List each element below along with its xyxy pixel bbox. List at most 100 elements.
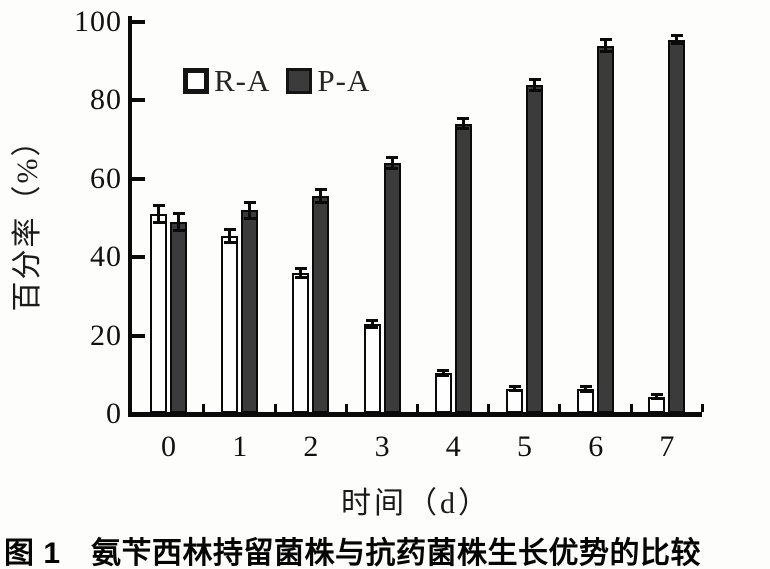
legend-item-pa: P-A — [286, 64, 370, 98]
error-bar-cap — [223, 227, 236, 231]
x-axis-line — [128, 411, 702, 417]
error-bar-cap — [243, 216, 256, 220]
error-bar-cap — [599, 49, 612, 53]
error-bar-ra-day-4 — [441, 370, 445, 376]
error-bar-ra-day-5 — [513, 385, 516, 392]
error-bar-cap — [172, 228, 185, 232]
bar-pa-day-2 — [312, 196, 330, 413]
bar-pa-day-7 — [668, 39, 686, 413]
y-tick-label: 40 — [90, 240, 122, 274]
error-bar-cap — [650, 393, 663, 397]
x-axis-tick — [700, 403, 704, 412]
x-tick-label: 6 — [588, 430, 604, 463]
y-tick-label: 60 — [90, 161, 122, 195]
error-bar-cap — [437, 373, 450, 377]
bar-ra-day-1 — [221, 235, 239, 413]
error-bar-cap — [528, 88, 541, 92]
error-bar-cap — [599, 38, 612, 42]
y-axis-tick — [132, 333, 145, 338]
error-bar-cap — [437, 369, 450, 373]
y-tick-label: 0 — [106, 397, 122, 430]
error-bar-cap — [670, 33, 683, 37]
error-bar-cap — [386, 155, 399, 159]
x-axis-tick — [344, 403, 348, 412]
error-bar-cap — [528, 77, 541, 81]
error-bar-ra-day-3 — [370, 319, 374, 328]
error-bar-cap — [294, 266, 307, 270]
error-bar-cap — [243, 200, 256, 204]
error-bar-pa-day-5 — [533, 78, 536, 91]
chart-legend: R-A P-A — [183, 64, 370, 98]
error-bar-ra-day-0 — [157, 205, 160, 223]
error-bar-pa-day-1 — [248, 201, 252, 219]
error-bar-cap — [457, 127, 470, 131]
bar-pa-day-5 — [526, 84, 543, 413]
error-bar-cap — [579, 390, 592, 394]
bar-ra-day-0 — [150, 214, 167, 413]
x-axis-tick — [629, 403, 633, 412]
error-bar-pa-day-6 — [604, 39, 608, 52]
error-bar-cap — [366, 325, 379, 329]
x-axis-tick — [558, 403, 562, 412]
error-bar-pa-day-4 — [461, 118, 465, 130]
y-tick-label: 20 — [90, 318, 122, 352]
x-axis-tick — [202, 403, 206, 412]
error-bar-cap — [314, 188, 327, 192]
bar-pa-day-4 — [454, 123, 472, 413]
x-axis-tick — [273, 403, 277, 412]
y-axis-title: 百分率（%） — [11, 124, 44, 312]
error-bar-cap — [508, 389, 521, 393]
bar-ra-day-2 — [292, 272, 310, 413]
error-bar-cap — [172, 212, 185, 216]
x-tick-label: 3 — [374, 430, 390, 463]
error-bar-pa-day-0 — [177, 213, 180, 231]
y-axis-tick — [132, 98, 145, 103]
error-bar-ra-day-6 — [584, 386, 588, 393]
error-bar-cap — [650, 397, 663, 401]
error-bar-ra-day-2 — [299, 267, 303, 278]
error-bar-cap — [457, 117, 470, 121]
error-bar-ra-day-7 — [655, 394, 659, 400]
error-bar-cap — [670, 42, 683, 46]
y-axis-tick — [132, 176, 145, 181]
x-tick-label: 1 — [232, 430, 248, 463]
bar-ra-day-4 — [434, 372, 452, 413]
bar-pa-day-6 — [597, 45, 615, 413]
y-axis-line — [128, 16, 132, 417]
x-axis-tick — [487, 403, 491, 412]
bar-pa-day-3 — [383, 163, 401, 413]
figure-caption: 图 1 氨苄西林持留菌株与抗药菌株生长优势的比较 — [4, 537, 702, 569]
x-axis-title: 时间（d） — [341, 487, 491, 520]
x-tick-label: 5 — [517, 430, 532, 463]
error-bar-cap — [314, 201, 327, 205]
x-tick-label: 2 — [303, 430, 319, 463]
error-bar-cap — [223, 240, 236, 244]
bar-pa-day-0 — [170, 221, 187, 413]
y-tick-label: 100 — [74, 5, 122, 38]
x-tick-label: 0 — [161, 430, 176, 463]
y-tick-label: 80 — [90, 83, 122, 117]
legend-item-ra: R-A — [183, 64, 270, 98]
error-bar-cap — [294, 275, 307, 279]
legend-swatch-pa-icon — [286, 68, 313, 94]
x-tick-label: 4 — [445, 430, 461, 463]
y-axis-tick — [132, 255, 145, 260]
error-bar-cap — [579, 385, 592, 389]
bar-pa-day-1 — [241, 210, 259, 413]
x-axis-tick — [415, 403, 419, 412]
error-bar-cap — [508, 384, 521, 388]
error-bar-ra-day-1 — [228, 228, 232, 243]
error-bar-cap — [152, 204, 165, 208]
y-axis-tick — [132, 20, 145, 24]
error-bar-pa-day-7 — [675, 34, 679, 45]
legend-swatch-ra-icon — [183, 68, 209, 94]
error-bar-pa-day-3 — [390, 156, 394, 170]
error-bar-cap — [152, 220, 165, 224]
error-bar-cap — [366, 318, 379, 322]
x-tick-label: 7 — [659, 430, 675, 463]
bar-ra-day-3 — [363, 323, 381, 413]
error-bar-cap — [386, 167, 399, 171]
legend-label-ra: R-A — [214, 63, 271, 98]
legend-label-pa: P-A — [317, 63, 371, 98]
